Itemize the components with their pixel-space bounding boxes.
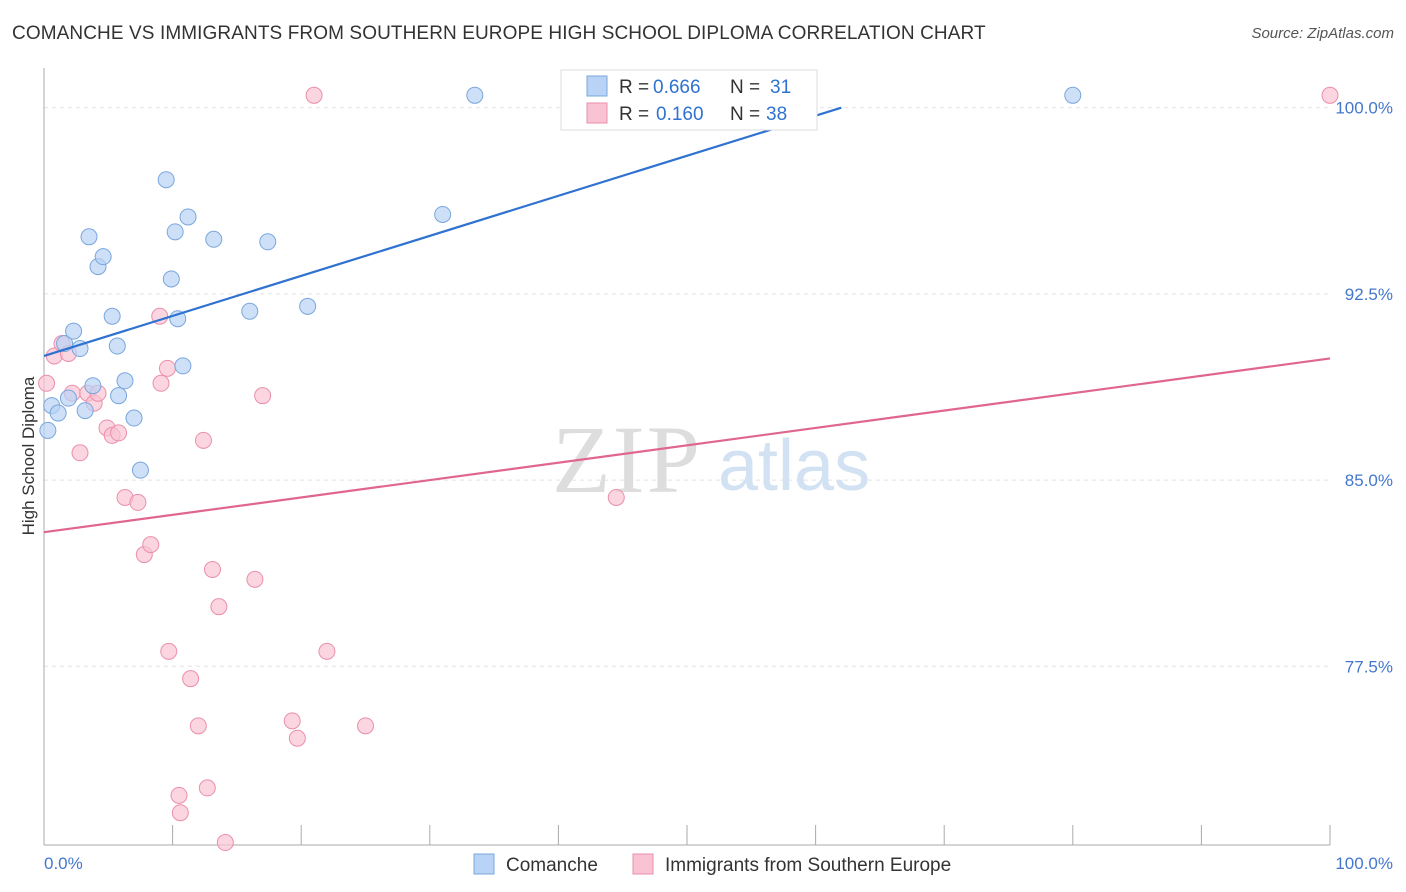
trend-lines — [43, 106, 1331, 534]
legend-r-value-1: 0.666 — [653, 77, 701, 98]
immigrants-point-24 — [194, 431, 212, 449]
comanche-point-19 — [162, 270, 180, 288]
immigrants-point-31 — [283, 712, 301, 730]
comanche-point-20 — [166, 223, 184, 241]
comanche-point-11 — [94, 248, 112, 266]
y-tick-label-1: 85.0% — [1345, 471, 1393, 490]
comanche-point-5 — [65, 322, 83, 340]
legend-n-value-2: 38 — [766, 104, 787, 125]
immigrants-point-37 — [1321, 86, 1339, 104]
gridlines — [44, 107, 1330, 667]
comanche-point-0 — [39, 421, 57, 439]
bottom-legend-swatch-comanche — [473, 853, 495, 875]
comanche-point-18 — [157, 171, 175, 189]
comanche-point-16 — [125, 409, 143, 427]
y-axis-title: High School Diploma — [19, 376, 38, 535]
comanche-point-9 — [84, 377, 102, 395]
watermark-atlas: atlas — [718, 426, 870, 506]
chart-title: COMANCHE VS IMMIGRANTS FROM SOUTHERN EUR… — [12, 23, 986, 44]
y-tick-label-0: 77.5% — [1345, 657, 1393, 676]
immigrants-point-27 — [210, 598, 228, 616]
immigrants-point-22 — [182, 670, 200, 688]
x-axis-ticks — [43, 825, 1331, 845]
legend-swatch-comanche — [586, 75, 608, 97]
immigrants-point-30 — [254, 387, 272, 405]
comanche-point-2 — [49, 404, 67, 422]
comanche-point-28 — [434, 205, 452, 223]
comanche-point-12 — [103, 307, 121, 325]
comanche-point-26 — [259, 233, 277, 251]
y-tick-label-2: 92.5% — [1345, 285, 1393, 304]
legend-n-label-2: N = — [730, 104, 760, 125]
comanche-point-8 — [80, 228, 98, 246]
y-tick-label-3: 100.0% — [1335, 99, 1393, 118]
immigrants-point-29 — [246, 570, 264, 588]
watermark: ZIP atlas — [552, 406, 870, 513]
comanche-point-4 — [59, 389, 77, 407]
comanche-point-27 — [299, 297, 317, 315]
immigrants-point-21 — [171, 804, 189, 822]
legend-n-label-1: N = — [730, 77, 760, 98]
immigrants-series-points — [38, 86, 1339, 852]
legend-r-label-1: R = — [619, 77, 649, 98]
comanche-point-13 — [108, 337, 126, 355]
immigrants-point-20 — [170, 786, 188, 804]
immigrants-point-34 — [318, 642, 336, 660]
comanche-point-23 — [179, 208, 197, 226]
bottom-legend-label-immigrants: Immigrants from Southern Europe — [665, 855, 951, 876]
comanche-series-points — [39, 86, 1082, 479]
comanche-point-30 — [1064, 86, 1082, 104]
comanche-point-24 — [205, 230, 223, 248]
comanche-point-17 — [131, 461, 149, 479]
comanche-point-15 — [116, 372, 134, 390]
immigrants-point-15 — [142, 536, 160, 554]
comanche-point-7 — [76, 402, 94, 420]
immigrants-point-32 — [288, 729, 306, 747]
bottom-legend-label-comanche: Comanche — [506, 855, 598, 876]
immigrants-point-11 — [110, 424, 128, 442]
legend-r-value-2: 0.160 — [656, 104, 704, 125]
immigrants-point-36 — [607, 488, 625, 506]
immigrants-point-28 — [216, 834, 234, 852]
comanche-point-14 — [110, 387, 128, 405]
y-tick-labels: 77.5% 85.0% 92.5% 100.0% — [1335, 99, 1393, 677]
immigrants-point-35 — [357, 717, 374, 735]
comanche-point-29 — [466, 86, 484, 104]
legend-swatch-immigrants — [586, 102, 608, 124]
immigrants-point-23 — [189, 717, 207, 735]
immigrants-point-26 — [203, 560, 221, 578]
correlation-legend: R = 0.666 N = 31 R = 0.160 N = 38 — [560, 69, 818, 131]
series-legend: Comanche Immigrants from Southern Europe — [473, 853, 951, 876]
immigrants-trend-line — [43, 357, 1331, 534]
legend-r-label-2: R = — [619, 104, 649, 125]
immigrants-point-5 — [71, 444, 89, 462]
immigrants-point-13 — [129, 493, 147, 511]
immigrants-point-0 — [38, 374, 56, 392]
immigrants-point-33 — [305, 86, 323, 104]
immigrants-point-19 — [160, 642, 178, 660]
immigrants-point-17 — [152, 374, 170, 392]
comanche-point-22 — [174, 357, 192, 375]
source-credit: Source: ZipAtlas.com — [1251, 25, 1394, 42]
immigrants-point-25 — [198, 779, 216, 797]
x-tick-label-max: 100.0% — [1335, 854, 1393, 873]
comanche-trend-line — [43, 106, 842, 358]
legend-n-value-1: 31 — [770, 77, 791, 98]
comanche-point-25 — [241, 302, 259, 320]
immigrants-point-18 — [158, 359, 176, 377]
bottom-legend-swatch-immigrants — [632, 853, 654, 875]
x-tick-label-min: 0.0% — [44, 854, 83, 873]
